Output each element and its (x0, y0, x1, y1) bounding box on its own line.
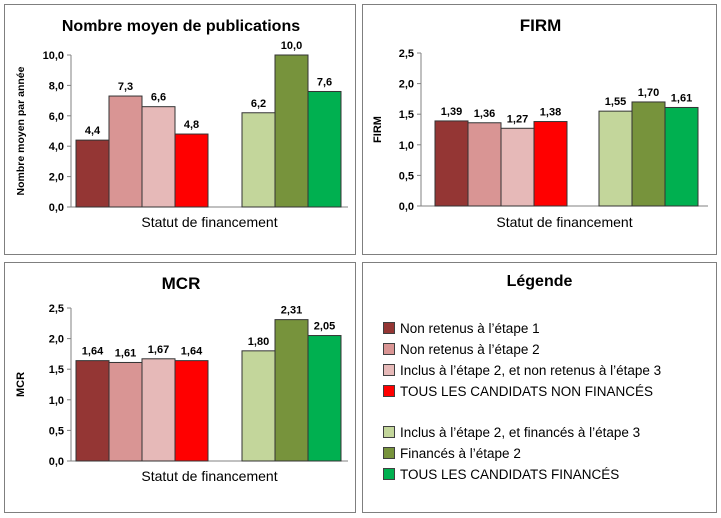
bar (241, 112, 276, 208)
data-label: 1,38 (540, 107, 561, 119)
data-label: 7,3 (118, 81, 133, 93)
legend-item: TOUS LES CANDIDATS NON FINANCÉS (383, 383, 653, 399)
legend-swatch (383, 385, 395, 397)
chart-title: Nombre moyen de publications (62, 18, 300, 35)
data-label: 1,80 (248, 336, 269, 348)
data-label: 1,70 (638, 87, 659, 99)
y-tick-label: 0,0 (49, 456, 64, 468)
y-tick-label: 1,5 (49, 364, 64, 376)
y-tick-label: 6,0 (49, 111, 64, 123)
mcr-chart-panel: MCR 0,0 0,5 1,0 1,5 2,0 2,5 MCR Statut de financ… (4, 262, 356, 513)
data-label: 1,64 (82, 346, 104, 358)
publications-chart-panel: Nombre moyen de publications 0,0 2,0 4,0 6,0… (4, 4, 356, 255)
legend-item: Non retenus à l’étape 2 (383, 341, 540, 357)
data-label: 1,61 (115, 347, 136, 359)
legend-item: Inclus à l’étape 2, et financés à l’étap… (383, 424, 640, 440)
chart-svg: Nombre moyen de publications 0,0 2,0 4,0 6,0… (15, 18, 348, 230)
data-label: 6,2 (251, 98, 266, 110)
data-label: 1,39 (441, 106, 462, 118)
bar (434, 120, 469, 207)
legend-label: Non retenus à l’étape 2 (400, 341, 540, 357)
bar (141, 358, 176, 462)
y-tick-label: 10,0 (43, 50, 64, 62)
y-tick-label: 1,0 (49, 395, 64, 407)
bar (307, 335, 342, 462)
y-tick-label: 8,0 (49, 80, 64, 92)
data-label: 6,6 (151, 92, 166, 104)
bar (664, 106, 699, 207)
data-label: 1,55 (605, 96, 626, 108)
x-axis-label: Statut de financement (496, 214, 632, 230)
chart-svg: MCR 0,0 0,5 1,0 1,5 2,0 2,5 MCR Statut de financ… (15, 274, 348, 484)
legend-item: Financés à l’étape 2 (383, 445, 521, 461)
bar (241, 350, 276, 462)
data-label: 10,0 (281, 40, 302, 52)
y-tick-label: 0,0 (49, 202, 64, 214)
legend-swatch (383, 447, 395, 459)
bar (174, 133, 209, 208)
legend-swatch (383, 468, 395, 480)
data-label: 1,64 (181, 346, 203, 358)
bar (598, 110, 633, 207)
firm-chart-panel: FIRM 0,0 0,5 1,0 1,5 2,0 2,5 FIRM Statut de fina… (362, 4, 717, 255)
bar (274, 319, 309, 462)
y-tick-label: 2,0 (49, 334, 64, 346)
legend-item: Non retenus à l’étape 1 (383, 320, 540, 336)
data-label: 1,36 (474, 108, 495, 120)
bar (141, 106, 176, 208)
y-tick-label: 2,5 (399, 48, 414, 60)
bar (631, 101, 666, 207)
data-label: 2,05 (314, 321, 335, 333)
legend-label: TOUS LES CANDIDATS NON FINANCÉS (400, 383, 654, 399)
legend-title: Légende (506, 273, 573, 290)
data-label: 4,8 (184, 119, 199, 131)
y-tick-label: 2,5 (49, 303, 64, 315)
y-tick-label: 4,0 (49, 141, 64, 153)
y-tick-label: 0,5 (49, 425, 64, 437)
y-tick-label: 2,0 (49, 172, 64, 184)
y-axis-label: MCR (15, 372, 27, 397)
data-label: 1,27 (507, 113, 528, 125)
legend-item: Inclus à l’étape 2, et non retenus à l’é… (383, 362, 661, 378)
bar (174, 360, 209, 462)
legend-item: TOUS LES CANDIDATS FINANCÉS (383, 466, 619, 482)
legend-swatch (383, 426, 395, 438)
legend-swatch (383, 364, 395, 376)
chart-svg: FIRM 0,0 0,5 1,0 1,5 2,0 2,5 FIRM Statut de fina… (372, 16, 708, 230)
data-label: 1,61 (671, 92, 692, 104)
legend-label: Non retenus à l’étape 1 (400, 320, 540, 336)
bar (274, 54, 309, 208)
y-tick-label: 1,5 (399, 109, 414, 121)
bar (75, 139, 110, 208)
y-tick-label: 2,0 (399, 79, 414, 91)
bar (307, 90, 342, 208)
data-label: 7,6 (317, 76, 332, 88)
bar (108, 361, 143, 462)
legend-label: Inclus à l’étape 2, et non retenus à l’é… (400, 362, 662, 378)
y-axis-label: FIRM (372, 116, 384, 143)
bar (108, 95, 143, 208)
data-label: 1,67 (148, 344, 169, 356)
x-axis-label: Statut de financement (141, 468, 277, 484)
chart-title: MCR (162, 274, 201, 293)
y-tick-label: 0,0 (399, 201, 414, 213)
y-tick-label: 0,5 (399, 170, 414, 182)
legend-swatch (383, 343, 395, 355)
x-axis-label: Statut de financement (141, 214, 277, 230)
bar (75, 360, 110, 462)
data-label: 2,31 (281, 305, 302, 317)
bar (467, 122, 502, 207)
data-label: 4,4 (85, 125, 101, 137)
legend-label: Inclus à l’étape 2, et financés à l’étap… (400, 424, 641, 440)
legend-label: TOUS LES CANDIDATS FINANCÉS (400, 466, 620, 482)
legend-swatch (383, 322, 395, 334)
chart-title: FIRM (520, 16, 562, 35)
bar (533, 121, 568, 207)
legend-panel: Légende Non retenus à l’étape 1 Non reten… (362, 262, 717, 513)
bar (500, 127, 535, 207)
y-axis-label: Nombre moyen par année (15, 66, 27, 195)
y-tick-label: 1,0 (399, 140, 414, 152)
legend-label: Financés à l’étape 2 (400, 445, 521, 461)
